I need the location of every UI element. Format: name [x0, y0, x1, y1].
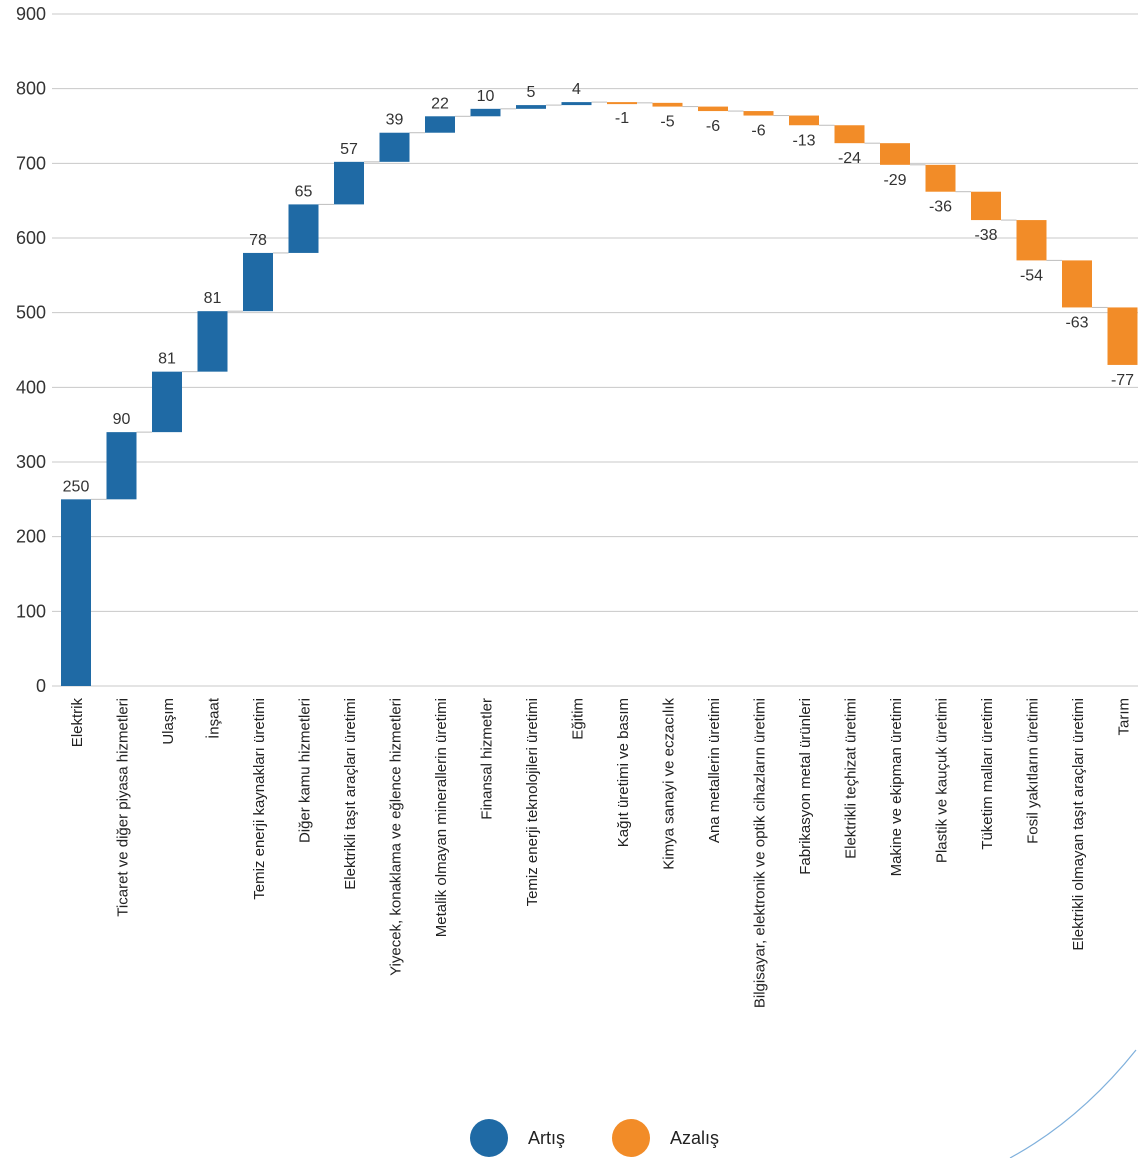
- bar: [971, 191, 1001, 221]
- data-label: 39: [386, 112, 404, 129]
- bar: [925, 164, 956, 192]
- x-category-label: Fosil yakıtların üretimi: [1025, 698, 1042, 844]
- bar: [61, 499, 91, 686]
- x-category-label: Yiyecek, konaklama ve eğlence hizmetleri: [388, 698, 405, 976]
- x-axis-category-labels: Elektrik Ticaret ve diğer piyasa hizmetle…: [69, 697, 1133, 1008]
- bar: [743, 111, 774, 116]
- bar: [288, 204, 319, 253]
- data-label: -77: [1111, 372, 1134, 389]
- data-label: -54: [1020, 267, 1043, 284]
- data-label: 65: [295, 183, 313, 200]
- legend-label-increase: Artış: [528, 1127, 566, 1148]
- bar: [516, 105, 546, 109]
- data-label: 57: [340, 141, 358, 158]
- y-tick-label: 100: [16, 601, 46, 621]
- data-label: 5: [527, 84, 536, 101]
- bar: [1062, 260, 1092, 308]
- data-label: 250: [63, 478, 90, 495]
- y-tick-label: 500: [16, 303, 46, 323]
- x-category-label: Ana metallerin üretimi: [706, 698, 723, 843]
- legend-item-increase: Artış: [470, 1118, 565, 1158]
- legend-swatch-decrease: [612, 1119, 650, 1157]
- x-category-label: Diğer kamu hizmetleri: [297, 698, 314, 843]
- bar: [1107, 307, 1138, 365]
- data-label: -36: [929, 199, 952, 216]
- x-category-label: Elektrikli teçhizat üretimi: [843, 698, 860, 859]
- legend-item-decrease: Azalış: [612, 1118, 719, 1158]
- x-category-label: Ulaşım: [160, 698, 177, 745]
- data-label: 10: [477, 88, 495, 105]
- data-label: -38: [974, 227, 997, 244]
- x-category-label: Bilgisayar, elektronik ve optik cihazlar…: [752, 698, 769, 1008]
- decorative-arc: [1009, 1049, 1137, 1158]
- x-category-label: Elektrik: [69, 698, 86, 748]
- y-tick-label: 0: [36, 676, 46, 696]
- bar: [197, 311, 228, 372]
- data-label: -63: [1065, 314, 1088, 331]
- x-category-label: Fabrikasyon metal ürünleri: [797, 698, 814, 875]
- y-tick-label: 200: [16, 527, 46, 547]
- bar: [880, 143, 910, 165]
- x-category-label: Tarım: [1116, 698, 1133, 736]
- bar: [1016, 220, 1047, 261]
- data-label: -6: [751, 123, 765, 140]
- x-category-label: Eğitim: [570, 698, 587, 740]
- connector-lines: [91, 101, 1108, 500]
- data-label: 22: [431, 95, 449, 112]
- bar: [607, 102, 637, 105]
- x-category-label: Temiz enerji kaynakları üretimi: [251, 698, 268, 900]
- bars: [61, 102, 1138, 686]
- y-tick-label: 900: [16, 4, 46, 24]
- y-tick-label: 600: [16, 228, 46, 248]
- x-category-label: Tüketim malları üretimi: [979, 698, 996, 850]
- data-label: -24: [838, 150, 861, 167]
- data-labels: 250 90 81 81 78 65 57 39 22 10 5 4 -1 -5 -6 -6 -13 -24 -29…: [63, 81, 1135, 495]
- bar: [698, 106, 728, 112]
- x-category-label: Elektrikli olmayan taşıt araçları üretim…: [1070, 698, 1087, 951]
- data-label: 81: [204, 290, 222, 307]
- x-category-label: Makine ve ekipman üretimi: [888, 698, 905, 876]
- legend-swatch-increase: [470, 1119, 508, 1157]
- x-category-label: İnşaat: [205, 697, 223, 739]
- x-category-label: Finansal hizmetler: [479, 698, 496, 820]
- x-category-label: Kimya sanayi ve eczacılık: [661, 698, 678, 870]
- bar: [561, 102, 592, 106]
- bar: [334, 161, 364, 205]
- data-label: 4: [572, 81, 581, 98]
- bar: [470, 108, 501, 117]
- x-category-label: Elektrikli taşıt araçları üretimi: [342, 698, 359, 890]
- x-category-label: Temiz enerji teknolojileri üretimi: [524, 698, 541, 906]
- y-tick-label: 300: [16, 452, 46, 472]
- y-axis-tick-labels: 0 100 200 300 400 500 600 700 800 900: [16, 4, 46, 696]
- y-tick-label: 400: [16, 377, 46, 397]
- bar: [789, 115, 819, 126]
- x-category-label: Ticaret ve diğer piyasa hizmetleri: [115, 698, 132, 917]
- legend: Artış Azalış: [0, 1118, 1138, 1158]
- data-label: 78: [249, 232, 267, 249]
- data-label: -6: [706, 118, 720, 135]
- data-label: 81: [158, 351, 176, 368]
- data-label: -29: [883, 172, 906, 189]
- x-category-label: Plastik ve kauçuk üretimi: [934, 698, 951, 863]
- bar: [106, 432, 137, 500]
- data-label: -5: [660, 114, 674, 131]
- x-category-label: Metalik olmayan minerallerin üretimi: [433, 698, 450, 937]
- y-tick-label: 700: [16, 153, 46, 173]
- gridlines: [52, 13, 1138, 687]
- bar: [652, 102, 683, 107]
- legend-label-decrease: Azalış: [670, 1127, 720, 1148]
- bar: [243, 252, 273, 312]
- data-label: 90: [113, 411, 131, 428]
- data-label: -1: [615, 110, 629, 127]
- bar: [152, 371, 182, 433]
- y-tick-label: 800: [16, 79, 46, 99]
- bar: [379, 132, 410, 162]
- bar: [425, 116, 455, 133]
- data-label: -13: [792, 132, 815, 149]
- bar: [834, 125, 865, 144]
- x-category-label: Kağıt üretimi ve basım: [615, 698, 632, 847]
